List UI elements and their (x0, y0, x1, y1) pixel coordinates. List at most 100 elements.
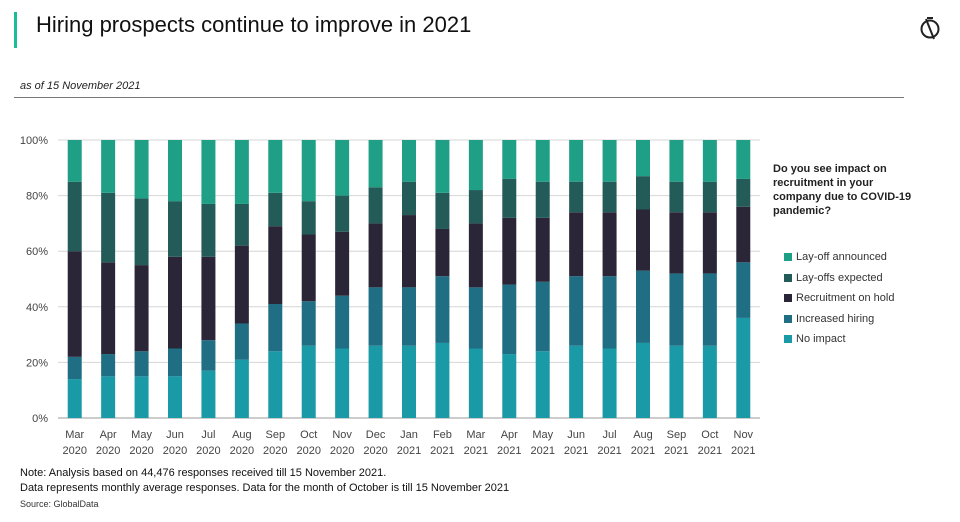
bar-segment (569, 276, 584, 346)
note-line-2: Data represents monthly average response… (20, 482, 510, 494)
legend-label: Recruitment on hold (796, 292, 895, 305)
x-tick-label-year: 2020 (263, 445, 287, 457)
bar-segment (301, 201, 316, 235)
bar-segment (134, 140, 149, 199)
legend-swatch (784, 294, 792, 303)
bar-segment (101, 140, 116, 193)
bar-segment (234, 140, 249, 204)
bar-segment (201, 203, 216, 257)
x-tick-label-month: Jul (201, 429, 215, 441)
x-tick-label-year: 2020 (62, 445, 86, 457)
bar-segment (569, 181, 584, 213)
bar-segment (134, 376, 149, 418)
x-tick-label-month: Nov (332, 429, 352, 441)
bar-segment (502, 178, 517, 218)
y-tick-label: 80% (26, 191, 48, 203)
bar-segment (602, 276, 617, 349)
bar-segment (402, 287, 416, 346)
bar-segment (569, 345, 584, 418)
bar-segment (201, 370, 216, 418)
bar-segment (468, 223, 483, 288)
x-tick-label-month: Jun (166, 429, 184, 441)
bar-segment (702, 212, 717, 274)
chart-notes: Note: Analysis based on 44,476 responses… (20, 466, 509, 496)
bar-segment (67, 379, 82, 418)
y-tick-label: 100% (20, 135, 48, 147)
y-tick-label: 20% (26, 357, 48, 369)
bar-segment (535, 181, 550, 218)
x-tick-label-month: Dec (366, 429, 386, 441)
x-tick-label-month: Sep (265, 429, 285, 441)
chart-legend: Lay-off announced Lay-offs expected Recrui… (784, 247, 894, 350)
bar-segment (268, 304, 283, 352)
bar-segment (301, 234, 316, 302)
bar-segment (335, 140, 350, 196)
x-tick-label-year: 2021 (530, 445, 554, 457)
x-tick-label-month: Feb (433, 429, 452, 441)
x-tick-label-year: 2020 (163, 445, 187, 457)
bar-segment (602, 348, 617, 418)
bar-segment (268, 351, 283, 418)
x-tick-label-year: 2021 (664, 445, 688, 457)
bar-segment (101, 376, 116, 418)
bar-segment (502, 217, 517, 285)
legend-title: Do you see impact on recruitment in your… (773, 163, 912, 217)
bar-segment (67, 181, 82, 252)
bar-segment (435, 140, 450, 193)
source-line: Source: GlobalData (20, 499, 99, 509)
bar-segment (268, 140, 283, 193)
bar-segment (736, 317, 751, 418)
bar-segment (402, 181, 416, 216)
x-tick-label-year: 2021 (597, 445, 621, 457)
bar-segment (535, 217, 550, 282)
bar-segment (669, 181, 684, 213)
header-divider (14, 97, 904, 98)
bar-segment (101, 354, 116, 377)
x-tick-label-year: 2020 (296, 445, 320, 457)
bar-segment (636, 209, 650, 271)
bar-segment (134, 265, 149, 352)
bar-segment (67, 251, 82, 357)
bar-segment (201, 140, 216, 204)
bar-segment (669, 212, 684, 274)
legend-swatch (784, 314, 792, 323)
bar-segment (168, 256, 182, 349)
bar-segment (535, 351, 550, 418)
bar-segment (368, 287, 383, 346)
bar-segment (335, 195, 350, 232)
x-tick-label-year: 2020 (196, 445, 220, 457)
bar-segment (301, 140, 316, 202)
page-title: Hiring prospects continue to improve in … (36, 12, 472, 37)
legend-label: Lay-off announced (796, 251, 887, 264)
x-tick-label-month: Sep (667, 429, 687, 441)
bar-segment (535, 140, 550, 182)
bar-segment (435, 342, 450, 418)
bar-segment (134, 351, 149, 377)
bar-segment (234, 203, 249, 246)
bar-segment (301, 301, 316, 346)
bar-segment (402, 140, 416, 182)
bar-segment (335, 295, 350, 349)
bar-segment (368, 223, 383, 288)
bar-segment (234, 245, 249, 324)
bar-segment (535, 281, 550, 352)
bar-segment (368, 187, 383, 224)
bar-segment (201, 256, 216, 341)
bar-segment (468, 287, 483, 349)
bar-segment (636, 176, 650, 210)
bar-segment (569, 212, 584, 277)
x-tick-label-month: Aug (633, 429, 653, 441)
bar-segment (234, 323, 249, 360)
bar-segment (669, 345, 684, 418)
globaldata-logo-icon (918, 16, 942, 45)
bar-segment (468, 348, 483, 418)
bar-segment (435, 276, 450, 343)
bar-segment (602, 181, 617, 213)
bar-segment (268, 192, 283, 227)
x-tick-label-year: 2021 (430, 445, 454, 457)
x-tick-label-month: Apr (100, 429, 117, 441)
legend-swatch (784, 273, 792, 282)
bar-segment (669, 273, 684, 346)
bar-segment (168, 201, 182, 257)
